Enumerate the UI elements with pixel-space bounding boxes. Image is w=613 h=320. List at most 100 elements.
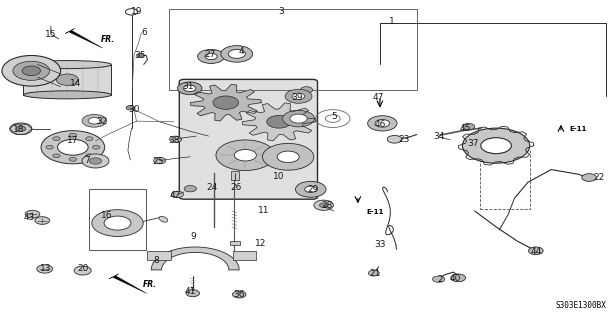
Text: 27: 27 — [205, 50, 216, 59]
Polygon shape — [242, 103, 316, 141]
Circle shape — [462, 128, 530, 163]
Text: 28: 28 — [322, 201, 333, 210]
Text: 26: 26 — [230, 183, 242, 192]
Text: 16: 16 — [101, 211, 112, 220]
Text: 14: 14 — [70, 79, 81, 88]
Circle shape — [22, 66, 40, 76]
Circle shape — [2, 55, 61, 86]
Circle shape — [86, 154, 93, 158]
Text: 40: 40 — [450, 274, 462, 283]
Circle shape — [305, 186, 317, 193]
Bar — [230, 171, 239, 180]
Text: S303E1300BX: S303E1300BX — [555, 301, 606, 310]
Bar — [23, 65, 112, 95]
Text: 41: 41 — [185, 287, 196, 296]
Text: 4: 4 — [238, 47, 244, 56]
Circle shape — [326, 115, 340, 123]
Text: 30: 30 — [128, 105, 140, 114]
Circle shape — [300, 87, 313, 93]
Circle shape — [368, 116, 397, 131]
Circle shape — [221, 46, 253, 62]
Text: 10: 10 — [273, 172, 284, 181]
Circle shape — [267, 116, 291, 128]
Circle shape — [35, 217, 50, 224]
Text: 15: 15 — [45, 30, 56, 39]
Bar — [148, 251, 171, 260]
Circle shape — [74, 266, 91, 275]
Circle shape — [93, 145, 100, 149]
Ellipse shape — [23, 60, 112, 68]
Polygon shape — [109, 274, 147, 293]
Text: 20: 20 — [77, 264, 88, 273]
Circle shape — [295, 181, 326, 197]
Bar — [480, 150, 530, 209]
Circle shape — [184, 87, 196, 93]
Circle shape — [16, 126, 26, 131]
Text: FR.: FR. — [101, 35, 115, 44]
Text: 17: 17 — [66, 136, 78, 145]
Circle shape — [319, 203, 328, 207]
Bar — [233, 251, 256, 260]
Text: 45: 45 — [460, 124, 471, 132]
Text: 24: 24 — [206, 183, 218, 192]
Bar — [89, 189, 146, 250]
Polygon shape — [151, 247, 239, 270]
Text: 13: 13 — [40, 264, 51, 274]
Text: 46: 46 — [374, 120, 386, 129]
Text: 8: 8 — [154, 256, 159, 265]
Text: 43: 43 — [24, 213, 35, 222]
Circle shape — [232, 291, 246, 298]
Circle shape — [53, 137, 60, 140]
Circle shape — [13, 61, 50, 80]
Circle shape — [487, 141, 505, 150]
Text: 11: 11 — [258, 206, 270, 215]
Circle shape — [88, 118, 101, 124]
Circle shape — [375, 120, 390, 127]
Circle shape — [82, 154, 109, 168]
Text: 32: 32 — [96, 116, 108, 126]
Text: 38: 38 — [168, 136, 180, 145]
Circle shape — [41, 131, 105, 164]
Text: 1: 1 — [389, 17, 395, 26]
Circle shape — [451, 274, 465, 282]
Text: 44: 44 — [531, 247, 542, 256]
Text: 3: 3 — [278, 7, 284, 16]
Text: 36: 36 — [234, 290, 245, 299]
Circle shape — [69, 133, 77, 137]
Circle shape — [104, 216, 131, 230]
Text: 37: 37 — [468, 139, 479, 148]
Circle shape — [170, 136, 181, 142]
FancyBboxPatch shape — [179, 79, 318, 199]
Circle shape — [53, 154, 60, 158]
Bar — [170, 9, 417, 90]
Text: 19: 19 — [131, 7, 142, 16]
Circle shape — [300, 186, 313, 192]
Circle shape — [137, 53, 144, 57]
Circle shape — [92, 210, 143, 236]
Circle shape — [292, 93, 305, 100]
Circle shape — [186, 290, 199, 297]
Circle shape — [126, 106, 135, 110]
Text: 7: 7 — [85, 156, 91, 164]
Circle shape — [86, 137, 93, 140]
Circle shape — [290, 114, 307, 123]
Ellipse shape — [23, 91, 112, 99]
Text: 39: 39 — [291, 93, 302, 102]
Text: 47: 47 — [373, 93, 384, 102]
Circle shape — [56, 74, 78, 85]
Text: 5: 5 — [331, 113, 337, 122]
Circle shape — [37, 265, 53, 273]
Text: 23: 23 — [398, 135, 410, 144]
Circle shape — [184, 186, 196, 192]
Circle shape — [234, 149, 256, 161]
Text: E-11: E-11 — [367, 209, 384, 215]
Text: 21: 21 — [369, 268, 381, 278]
Circle shape — [433, 276, 444, 282]
Circle shape — [528, 247, 543, 255]
Circle shape — [177, 82, 202, 95]
Circle shape — [213, 96, 238, 109]
Text: 6: 6 — [142, 28, 147, 37]
Ellipse shape — [159, 216, 168, 222]
Circle shape — [58, 139, 88, 155]
Circle shape — [228, 50, 245, 58]
